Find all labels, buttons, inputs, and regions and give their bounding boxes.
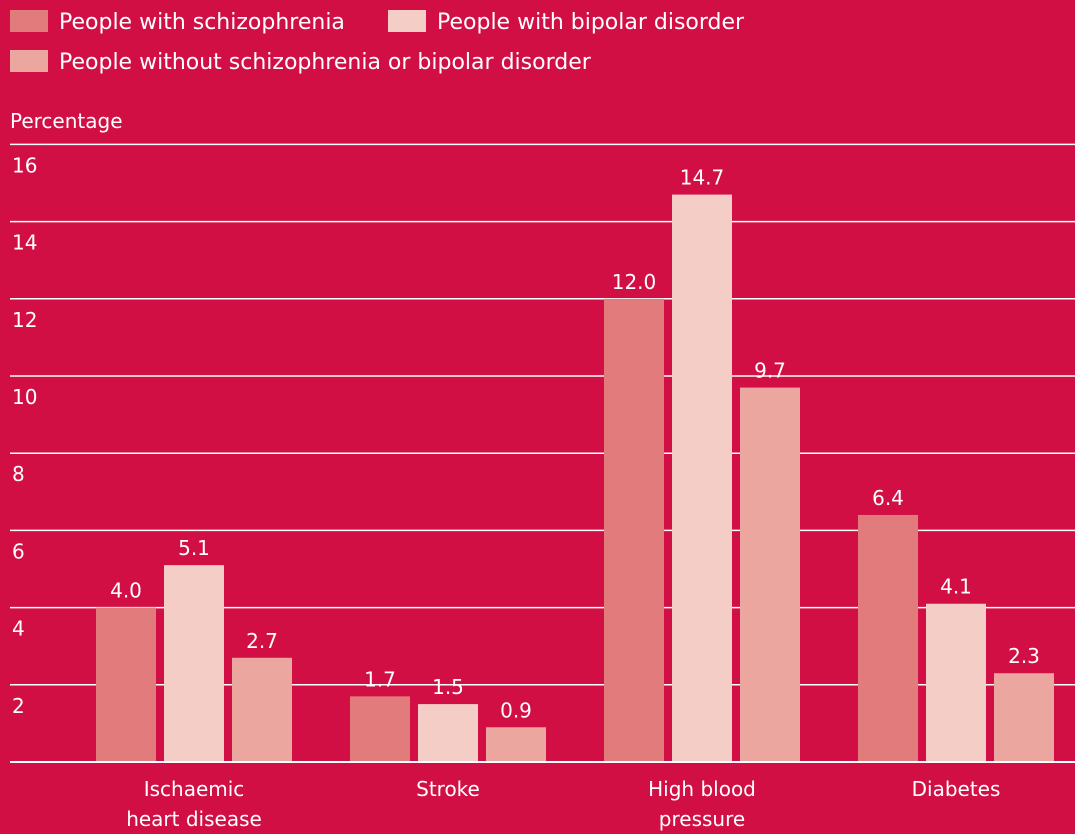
bar-series3-cat2 <box>486 727 546 762</box>
bar-series1-cat3 <box>604 298 664 762</box>
y-tick-label: 14 <box>12 231 37 255</box>
x-tick-label: Diabetes <box>912 777 1001 801</box>
data-label: 2.7 <box>246 629 278 653</box>
bar-series3-cat4 <box>994 673 1054 762</box>
y-tick-label: 10 <box>12 385 37 409</box>
x-tick-label: High blood <box>648 777 756 801</box>
y-tick-label: 4 <box>12 617 25 641</box>
data-label: 9.7 <box>754 359 786 383</box>
bar-series2-cat2 <box>418 704 478 762</box>
bar-series1-cat1 <box>96 607 156 762</box>
legend-swatch-1 <box>10 10 48 32</box>
legend-label-3: People without schizophrenia or bipolar … <box>59 50 592 75</box>
x-axis-labels: Ischaemic heart disease Stroke High blood pr… <box>126 777 1000 831</box>
data-label: 2.3 <box>1008 644 1040 668</box>
data-label: 4.1 <box>940 575 972 599</box>
legend-swatch-2 <box>388 10 426 32</box>
x-tick-label: heart disease <box>126 807 262 831</box>
y-tick-label: 16 <box>12 153 37 177</box>
legend-swatch-3 <box>10 50 48 72</box>
legend-label-1: People with schizophrenia <box>59 10 345 35</box>
data-label: 0.9 <box>500 698 532 722</box>
data-labels: 4.0 5.1 2.7 1.7 1.5 0.9 12.0 14.7 9.7 6.4 4.1 2.3 <box>110 166 1040 723</box>
data-label: 1.7 <box>364 667 396 691</box>
data-label: 5.1 <box>178 536 210 560</box>
y-axis-title: Percentage <box>10 109 123 133</box>
y-tick-label: 6 <box>12 539 25 563</box>
bar-series2-cat4 <box>926 603 986 762</box>
bar-series2-cat1 <box>164 565 224 762</box>
x-tick-label: Stroke <box>416 777 480 801</box>
data-label: 4.0 <box>110 579 142 603</box>
data-label: 1.5 <box>432 675 464 699</box>
bars <box>96 194 1054 762</box>
data-label: 6.4 <box>872 486 904 510</box>
bar-series1-cat2 <box>350 696 410 762</box>
bar-series1-cat4 <box>858 514 918 762</box>
data-label: 14.7 <box>680 166 725 190</box>
x-tick-label: Ischaemic <box>144 777 245 801</box>
bar-series3-cat3 <box>740 387 800 762</box>
data-label: 12.0 <box>612 270 657 294</box>
y-tick-label: 8 <box>12 462 25 486</box>
legend-label-2: People with bipolar disorder <box>437 10 745 35</box>
y-tick-label: 12 <box>12 308 37 332</box>
bar-series3-cat1 <box>232 657 292 762</box>
y-tick-label: 2 <box>12 694 25 718</box>
legend: People with schizophrenia People with bip… <box>10 10 745 75</box>
x-tick-label: pressure <box>659 807 745 831</box>
bar-series2-cat3 <box>672 194 732 762</box>
